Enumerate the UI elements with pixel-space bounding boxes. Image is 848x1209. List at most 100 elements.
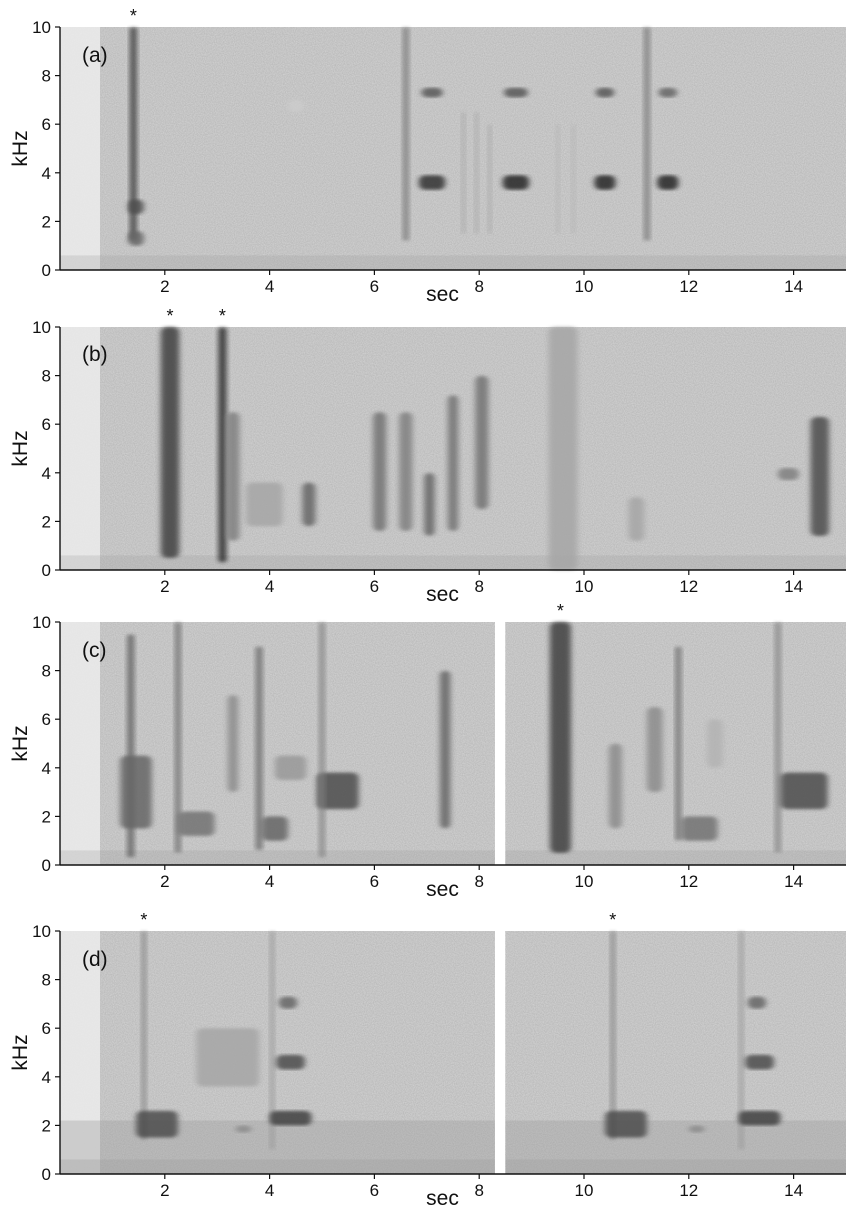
y-tick-label: 0	[42, 1165, 51, 1184]
acoustic-event	[657, 175, 679, 190]
x-tick-label: 10	[575, 577, 594, 596]
panel-a: 0 2 4 6 8 10 2 4 6 8 10 12 14 sec kHz (a) *	[9, 6, 846, 306]
noise-floor	[505, 1159, 846, 1174]
acoustic-event	[707, 719, 723, 768]
acoustic-event	[461, 112, 466, 234]
acoustic-event	[549, 622, 571, 853]
x-tick-label: 10	[575, 277, 594, 296]
x-tick-label: 6	[370, 1181, 379, 1200]
acoustic-event	[424, 472, 435, 536]
y-axis-title: kHz	[9, 725, 32, 761]
acoustic-event	[130, 27, 137, 241]
x-tick-label: 8	[474, 577, 483, 596]
acoustic-event	[255, 646, 263, 851]
spectrogram-fade-edge	[60, 27, 100, 270]
noise-floor	[60, 555, 846, 570]
panel-c: 0 2 4 6 8 10 2 4 6 8 10 12 14 sec kHz (c) *	[9, 601, 846, 901]
noise-floor	[505, 850, 846, 865]
acoustic-event	[246, 482, 283, 527]
x-axis-title: sec	[426, 1187, 459, 1209]
acoustic-event	[556, 124, 560, 234]
acoustic-event	[658, 87, 678, 98]
acoustic-event	[628, 497, 645, 541]
acoustic-event	[177, 811, 215, 836]
acoustic-event	[504, 87, 528, 98]
acoustic-event	[418, 175, 446, 190]
acoustic-event	[610, 931, 615, 1140]
x-tick-label: 4	[265, 872, 274, 891]
x-tick-label: 12	[679, 1181, 698, 1200]
noise-floor	[60, 255, 846, 270]
y-tick-label: 4	[42, 464, 51, 483]
panel-label: (a)	[82, 44, 108, 67]
spectrogram-fade-edge	[60, 622, 100, 865]
y-tick-label: 6	[42, 710, 51, 729]
y-tick-label: 2	[42, 212, 51, 231]
y-tick-label: 8	[42, 67, 51, 86]
y-tick-label: 10	[32, 318, 51, 337]
star-marker: *	[130, 6, 137, 26]
y-tick-label: 6	[42, 1019, 51, 1038]
y-tick-label: 8	[42, 367, 51, 386]
acoustic-event	[604, 1110, 647, 1138]
y-tick-label: 10	[32, 613, 51, 632]
acoustic-event	[548, 327, 578, 570]
acoustic-event	[777, 467, 799, 481]
acoustic-event	[278, 996, 298, 1009]
x-tick-label: 4	[265, 577, 274, 596]
noise-floor-upper	[505, 1120, 846, 1160]
acoustic-event	[775, 622, 781, 853]
acoustic-event	[175, 622, 181, 853]
acoustic-event	[399, 412, 413, 532]
panel-d: 0 2 4 6 8 10 2 4 6 8 10 12 14 sec kHz (d) * *	[9, 910, 846, 1209]
spectrogram-noise	[60, 27, 846, 270]
acoustic-event	[680, 816, 718, 841]
x-tick-label: 12	[679, 577, 698, 596]
acoustic-event	[502, 175, 529, 190]
acoustic-event	[261, 816, 288, 841]
acoustic-event	[403, 27, 409, 241]
x-tick-label: 8	[474, 872, 483, 891]
acoustic-event	[196, 1028, 260, 1087]
x-axis-title: sec	[426, 878, 459, 901]
acoustic-event	[488, 124, 492, 234]
y-axis-title: kHz	[9, 130, 32, 166]
y-tick-label: 8	[42, 662, 51, 681]
y-tick-label: 4	[42, 759, 51, 778]
x-tick-label: 2	[160, 1181, 169, 1200]
x-tick-label: 4	[265, 277, 274, 296]
panel-label: (d)	[82, 948, 108, 971]
x-tick-label: 10	[575, 1181, 594, 1200]
x-tick-label: 6	[370, 277, 379, 296]
x-tick-label: 14	[784, 277, 803, 296]
x-axis-title: sec	[426, 583, 459, 606]
acoustic-event	[120, 755, 152, 829]
x-tick-label: 6	[370, 872, 379, 891]
acoustic-event	[675, 646, 681, 841]
x-tick-label: 2	[160, 277, 169, 296]
x-tick-label: 12	[679, 872, 698, 891]
x-tick-label: 14	[784, 872, 803, 891]
star-marker: *	[167, 306, 174, 326]
acoustic-event	[218, 327, 227, 563]
acoustic-event	[226, 412, 240, 541]
acoustic-event	[160, 327, 180, 558]
acoustic-event	[608, 743, 622, 829]
x-axis-title: sec	[426, 283, 459, 306]
panel-label: (b)	[82, 343, 108, 366]
acoustic-event	[276, 1054, 305, 1070]
acoustic-event	[475, 112, 479, 234]
acoustic-event	[594, 175, 616, 190]
spectrogram-fade-edge	[60, 327, 100, 570]
acoustic-event	[747, 996, 767, 1009]
acoustic-event	[439, 670, 451, 829]
star-marker: *	[140, 910, 147, 930]
y-tick-label: 8	[42, 971, 51, 990]
acoustic-event	[135, 1110, 178, 1138]
acoustic-event	[227, 694, 239, 793]
acoustic-event	[141, 931, 146, 1140]
acoustic-event	[128, 231, 144, 246]
spectrogram-fade-edge	[60, 931, 100, 1174]
acoustic-event	[745, 1054, 774, 1070]
